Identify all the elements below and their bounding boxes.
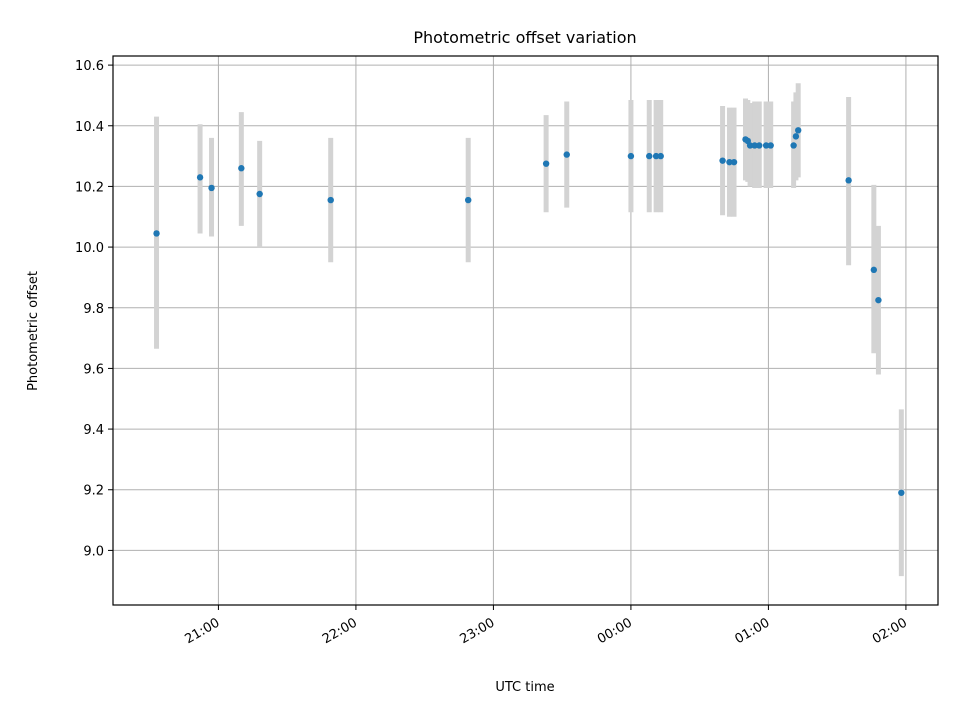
plot-frame bbox=[112, 55, 939, 606]
data-point bbox=[542, 160, 550, 167]
y-tick-label: 9.6 bbox=[83, 362, 104, 377]
data-point bbox=[256, 190, 263, 198]
data-point bbox=[795, 127, 802, 134]
y-axis-label: Photometric offset bbox=[26, 271, 41, 391]
x-axis-label: UTC time bbox=[495, 680, 554, 695]
data-point bbox=[726, 158, 733, 166]
data-point bbox=[652, 152, 660, 160]
data-point bbox=[327, 196, 334, 204]
data-point bbox=[465, 196, 472, 204]
data-point bbox=[657, 152, 664, 160]
y-tick-label: 10.6 bbox=[75, 59, 104, 74]
data-point bbox=[746, 142, 754, 149]
data-point bbox=[790, 142, 797, 149]
data-point bbox=[767, 142, 774, 149]
chart-title: Photometric offset variation bbox=[413, 28, 636, 47]
data-point bbox=[870, 266, 878, 274]
data-point bbox=[751, 142, 758, 149]
y-tick-label: 10.0 bbox=[75, 241, 104, 256]
y-tick-label: 10.4 bbox=[75, 120, 104, 135]
data-point bbox=[646, 152, 653, 160]
data-point bbox=[196, 174, 204, 181]
data-point bbox=[153, 230, 160, 237]
y-tick-label: 9.4 bbox=[83, 423, 104, 438]
data-point bbox=[898, 489, 905, 496]
data-point bbox=[208, 184, 215, 192]
data-point bbox=[563, 151, 570, 158]
data-point bbox=[238, 165, 245, 172]
data-point bbox=[792, 133, 800, 140]
data-point bbox=[845, 177, 852, 184]
y-tick-label: 9.2 bbox=[83, 484, 104, 499]
data-point bbox=[875, 296, 882, 304]
y-tick-label: 9.0 bbox=[83, 544, 104, 559]
data-point bbox=[756, 142, 763, 149]
y-tick-label: 9.8 bbox=[83, 302, 104, 317]
data-point bbox=[730, 158, 738, 166]
data-point bbox=[627, 152, 635, 160]
data-point bbox=[719, 157, 726, 164]
y-tick-label: 10.2 bbox=[75, 180, 104, 195]
data-points bbox=[153, 127, 905, 496]
y-axis-ticks: 9.0 9.2 9.4 9.6 9.8 10.0 10.2 10.4 10.6 bbox=[75, 59, 113, 559]
data-point bbox=[762, 142, 770, 149]
